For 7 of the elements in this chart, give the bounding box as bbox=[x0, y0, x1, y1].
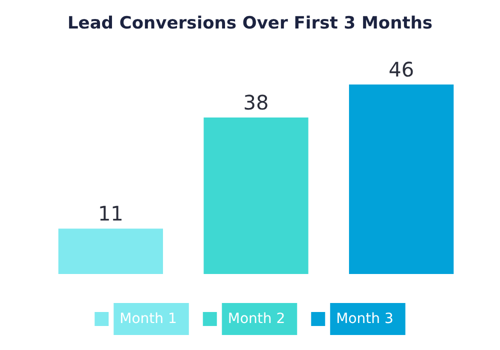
chart-title: Lead Conversions Over First 3 Months bbox=[67, 14, 433, 34]
legend-label: Month 1 bbox=[120, 311, 177, 327]
legend-label: Month 2 bbox=[228, 311, 286, 327]
data-label: 38 bbox=[243, 90, 269, 114]
data-label: 46 bbox=[388, 57, 414, 82]
legend-label: Month 3 bbox=[336, 311, 394, 327]
data-label: 11 bbox=[98, 202, 124, 226]
